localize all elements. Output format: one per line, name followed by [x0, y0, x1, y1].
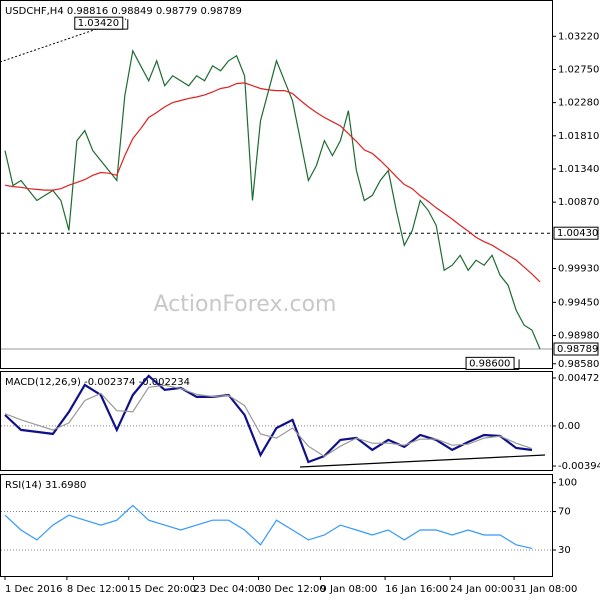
x-tick-label: 1 Dec 2016: [5, 584, 63, 595]
y-tick-label: -0.003949: [558, 461, 600, 472]
y-tick-label: 100: [558, 478, 577, 489]
rsi-panel: [0, 474, 553, 577]
x-tick-label: 24 Jan 00:00: [450, 584, 513, 595]
price-panel: [0, 0, 553, 369]
x-tick-label: 30 Dec 12:00: [259, 584, 326, 595]
x-tick-label: 23 Dec 04:00: [193, 584, 260, 595]
series-line: [4, 374, 533, 464]
y-tick-label: 0.004721: [558, 373, 600, 384]
y-tick-label: 1.01810: [558, 131, 599, 142]
y-tick-label: 0.00: [558, 421, 580, 432]
series-line: [4, 384, 533, 458]
y-tick-label: 1.03220: [558, 31, 599, 42]
x-tick-label: 9 Jan 08:00: [320, 584, 377, 595]
annotation-label: 0.98600: [469, 358, 510, 369]
macd-panel: [0, 371, 553, 471]
watermark: ActionForex.com: [154, 292, 337, 317]
panel-title: MACD(12,26,9) -0.002374 -0.002234: [5, 377, 190, 388]
y-tick-label: 0.98580: [558, 359, 599, 370]
y-tick-label: 0.98980: [558, 331, 599, 342]
panel-title: RSI(14) 31.6980: [5, 480, 86, 491]
y-tick-label: 70: [558, 507, 571, 518]
y-tick-label: 1.01340: [558, 164, 599, 175]
x-tick-label: 8 Dec 12:00: [67, 584, 128, 595]
y-tick-label: 0.99450: [558, 297, 599, 308]
series-line: [4, 82, 541, 283]
y-tick-label: 1.00870: [558, 197, 599, 208]
x-tick-label: 16 Jan 16:00: [385, 584, 448, 595]
annotation-label: 1.03420: [78, 18, 119, 29]
y-tick-label: 1.02750: [558, 64, 599, 75]
y-tick-label: 30: [558, 545, 571, 556]
price-label: 1.00430: [557, 228, 598, 239]
y-tick-label: 1.02280: [558, 98, 599, 109]
price-label-box: [553, 226, 599, 240]
annotation-box: [74, 16, 124, 30]
x-tick-label: 15 Dec 20:00: [129, 584, 196, 595]
panel-title: USDCHF,H4 0.98816 0.98849 0.98779 0.9878…: [5, 6, 242, 17]
trend-line: [299, 454, 546, 468]
price-label: 0.98789: [557, 344, 598, 355]
series-line: [4, 48, 541, 350]
x-tick-label: 31 Jan 08:00: [514, 584, 577, 595]
y-tick-label: 0.99930: [558, 263, 599, 274]
series-line: [4, 504, 533, 549]
price-label-box: [553, 342, 599, 356]
annotation-box: [465, 356, 515, 370]
